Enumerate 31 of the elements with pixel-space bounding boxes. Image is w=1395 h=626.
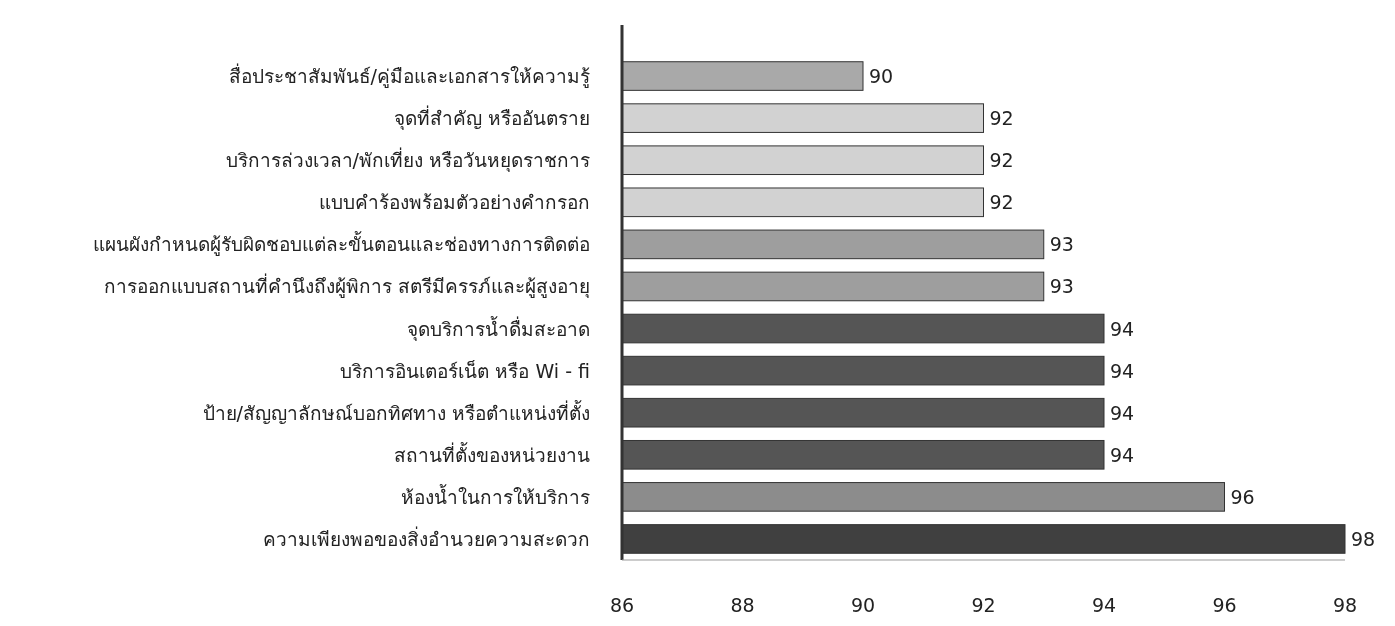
data-label: 90 [869, 65, 894, 88]
y-tick-label: การออกแบบสถานที่คำนึงถึงผู้พิการ สตรีมีครรภ์และผู้สูงอายุ [103, 273, 590, 300]
x-tick-label: 86 [609, 594, 635, 616]
y-tick-label: บริการอินเตอร์เน็ต หรือ Wi - fi [340, 358, 590, 382]
data-label: 94 [1110, 359, 1135, 382]
y-tick-label: แบบคำร้องพร้อมตัวอย่างคำกรอก [319, 191, 590, 214]
x-tick-label: 90 [850, 594, 876, 616]
x-tick-label: 92 [971, 594, 996, 616]
y-tick-label: บริการล่วงเวลา/พักเที่ยง หรือวันหยุดราชการ [225, 147, 590, 174]
data-label: 98 [1351, 527, 1376, 550]
y-tick-label: สถานที่ตั้งของหน่วยงาน [394, 441, 590, 466]
data-label: 93 [1049, 233, 1074, 256]
y-tick-label: ห้องน้ำในการให้บริการ [401, 483, 590, 508]
data-label: 92 [989, 107, 1014, 130]
data-label: 92 [989, 191, 1014, 214]
data-label: 94 [1110, 401, 1135, 424]
y-tick-label: จุดที่สำคัญ หรืออันตราย [393, 105, 590, 132]
data-label: 93 [1049, 275, 1074, 298]
y-tick-label: ป้าย/สัญญาลักษณ์บอกทิศทาง หรือตำแหน่งที่ตั้ง [202, 399, 590, 425]
data-label: 92 [989, 149, 1014, 172]
x-tick-label: 88 [730, 594, 755, 616]
data-label: 94 [1110, 317, 1135, 340]
data-label: 96 [1230, 485, 1255, 508]
x-tick-label: 96 [1212, 594, 1237, 616]
x-tick-label: 94 [1091, 594, 1117, 616]
data-label: 94 [1110, 443, 1135, 466]
y-tick-label: สื่อประชาสัมพันธ์/คู่มือและเอกสารให้ความรู้ [228, 63, 590, 89]
y-tick-label: ความเพียงพอของสิ่งอำนวยความสะดวก [263, 525, 590, 550]
x-tick-label: 98 [1332, 594, 1358, 616]
y-tick-label: จุดบริการน้ำดื่มสะอาด [407, 315, 590, 342]
y-tick-label: แผนผังกำหนดผู้รับผิดชอบแต่ละขั้นตอนและช่องทางการติดต่อ [93, 231, 590, 257]
